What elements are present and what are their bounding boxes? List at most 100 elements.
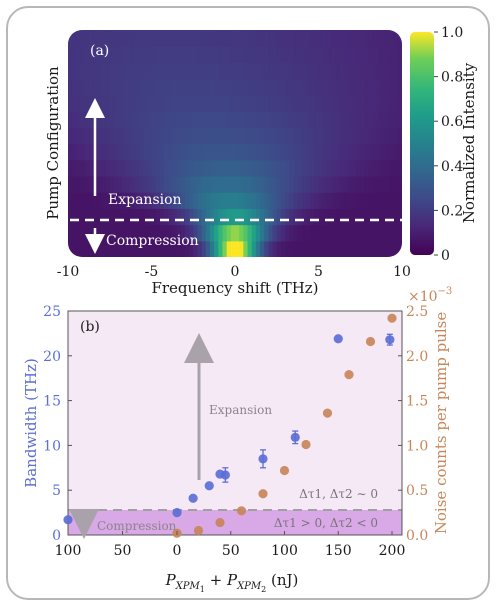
heatmap-cell: [151, 208, 157, 226]
heatmap-cell: [118, 62, 123, 80]
heatmap-cell: [255, 78, 261, 96]
heatmap-cell: [184, 78, 190, 96]
heatmap-cell: [168, 240, 173, 257]
heatmap-cell: [222, 192, 228, 209]
heatmap-cell: [143, 111, 148, 128]
heatmap-cell: [143, 143, 148, 161]
heatmap-cell: [155, 30, 161, 47]
heatmap-cell: [318, 30, 324, 47]
heatmap-cell: [251, 94, 257, 112]
scatter-x-tick: 50: [114, 543, 132, 559]
heatmap-cell: [130, 62, 136, 80]
heatmap-cell: [130, 46, 136, 64]
heatmap-cell: [105, 208, 111, 226]
heatmap-cell: [247, 78, 253, 96]
heatmap-cell: [84, 175, 90, 193]
heatmap-cell: [151, 111, 157, 128]
heatmap-cell: [105, 78, 111, 96]
heatmap-cell: [301, 62, 307, 80]
heatmap-cell: [376, 192, 382, 209]
heatmap-cell: [68, 159, 73, 177]
heatmap-cell: [218, 127, 224, 145]
heatmap-cell: [255, 240, 261, 257]
heatmap-cell: [297, 192, 303, 209]
heatmap-cell: [239, 46, 244, 64]
heatmap-cell: [389, 62, 395, 80]
heatmap-cell: [76, 208, 82, 226]
heatmap-cell: [268, 192, 274, 209]
heatmap-cell: [289, 94, 295, 112]
heatmap-cell: [322, 208, 328, 226]
heatmap-cell: [189, 46, 194, 64]
heatmap-cell: [105, 192, 111, 209]
heatmap-cell: [218, 224, 224, 242]
heatmap-cell: [189, 175, 194, 193]
heatmap-cell: [80, 240, 86, 257]
heatmap-cell: [397, 208, 402, 226]
heatmap-cell: [397, 127, 402, 145]
heatmap-cell: [393, 224, 399, 242]
heatmap-cell: [118, 78, 123, 96]
heatmap-cell: [389, 240, 395, 257]
heatmap-cell: [172, 208, 178, 226]
heatmap-cell: [289, 159, 295, 177]
scatter-left-y-tick: 15: [43, 394, 61, 410]
noise-point: [344, 370, 354, 380]
heatmap-cell: [289, 46, 295, 64]
heatmap-cell: [243, 240, 249, 257]
heatmap-cell: [172, 159, 178, 177]
heatmap-cell: [339, 127, 345, 145]
heatmap-cell: [293, 175, 299, 193]
heatmap-cell: [126, 175, 132, 193]
heatmap-cell: [372, 62, 378, 80]
heatmap-cell: [164, 111, 169, 128]
heatmap-cell: [155, 159, 161, 177]
bandwidth-point: [333, 334, 343, 344]
heatmap-cell: [151, 159, 157, 177]
heatmap-cell: [138, 143, 144, 161]
heatmap-cell: [343, 175, 349, 193]
heatmap-cell: [72, 159, 77, 177]
scatter-right-y-tick: 1.0: [406, 438, 428, 454]
heatmap-cell: [372, 127, 378, 145]
heatmap-cell: [285, 208, 290, 226]
heatmap-cell: [243, 175, 249, 193]
heatmap-cell: [260, 62, 265, 80]
heatmap-cell: [159, 127, 165, 145]
heatmap-cell: [134, 111, 140, 128]
heatmap-cell: [189, 208, 194, 226]
heatmap-cell: [314, 192, 320, 209]
heatmap-x-tick: -10: [57, 264, 80, 280]
heatmap-cell: [184, 111, 190, 128]
heatmap-cell: [368, 208, 374, 226]
heatmap-cell: [184, 143, 190, 161]
heatmap-cell: [80, 208, 86, 226]
heatmap-cell: [280, 192, 286, 209]
heatmap-cell: [122, 175, 128, 193]
heatmap-cell: [276, 240, 282, 257]
heatmap-cell: [322, 62, 328, 80]
heatmap-x-tick: -5: [145, 264, 159, 280]
heatmap-cell: [343, 127, 349, 145]
heatmap-cell: [126, 208, 132, 226]
heatmap-cell: [343, 192, 349, 209]
heatmap-cell: [251, 30, 257, 47]
heatmap-cell: [138, 111, 144, 128]
heatmap-cell: [113, 62, 119, 80]
heatmap-cell: [130, 111, 136, 128]
heatmap-cell: [276, 192, 282, 209]
heatmap-cell: [385, 240, 391, 257]
heatmap-cell: [76, 224, 82, 242]
heatmap-cell: [72, 175, 77, 193]
heatmap-cell: [326, 30, 332, 47]
heatmap-cell: [147, 94, 153, 112]
heatmap-cell: [397, 46, 402, 64]
heatmap-cell: [297, 175, 303, 193]
heatmap-cell: [276, 111, 282, 128]
heatmap-cell: [197, 30, 203, 47]
heatmap-cell: [305, 224, 311, 242]
heatmap-cell: [230, 127, 236, 145]
heatmap-cell: [305, 159, 311, 177]
heatmap-cell: [272, 111, 278, 128]
heatmap-cell: [251, 208, 257, 226]
